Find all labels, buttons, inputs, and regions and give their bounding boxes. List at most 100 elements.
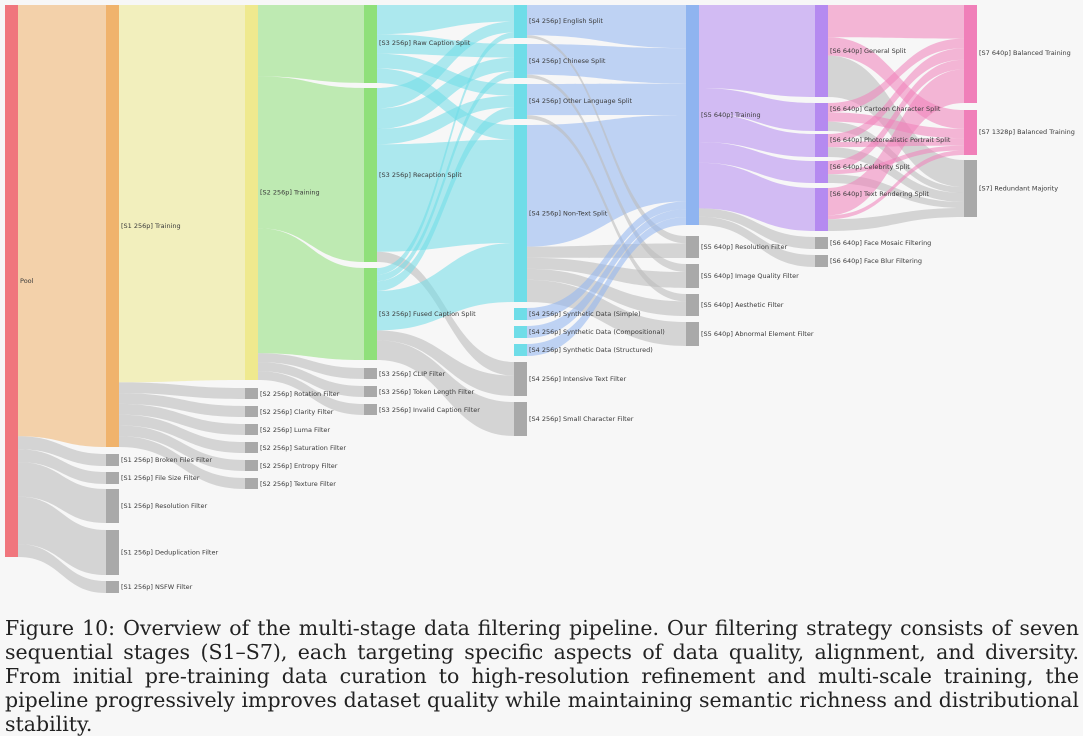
sankey-label-s3fus: [S3 256p] Fused Caption Split — [379, 310, 476, 318]
sankey-node-s1t — [106, 5, 119, 447]
sankey-label-s4nt: [S4 256p] Non-Text Split — [529, 210, 608, 218]
sankey-label-s2f4: [S2 256p] Saturation Filter — [260, 444, 346, 452]
sankey-label-s4ol: [S4 256p] Other Language Split — [529, 97, 633, 105]
sankey-label-s6pho: [S6 640p] Photorealistic Portrait Split — [830, 136, 951, 144]
sankey-label-s6txt: [S6 640p] Text Rendering Split — [830, 190, 929, 198]
sankey-label-s7rm: [S7] Redundant Majority — [979, 185, 1058, 193]
sankey-label-s5t: [S5 640p] Training — [701, 111, 761, 119]
sankey-link-pool-s1t — [18, 5, 106, 447]
sankey-link-s3raw-s4en — [377, 5, 514, 35]
sankey-node-s6txt — [815, 188, 828, 231]
sankey-label-s4f2: [S4 256p] Small Character Filter — [529, 415, 634, 423]
sankey-link-s4ol-s5t — [527, 83, 686, 116]
sankey-label-s6f1: [S6 640p] Face Mosaic Filtering — [830, 239, 931, 247]
sankey-link-s6cel-s7bt — [828, 59, 964, 170]
sankey-link-s3raw-s4zh — [377, 34, 514, 58]
sankey-label-s5f1: [S5 640p] Resolution Filter — [701, 243, 787, 251]
sankey-label-s1f4: [S1 256p] Deduplication Filter — [121, 549, 218, 557]
sankey-node-s1f2 — [106, 472, 119, 484]
sankey-label-s2f3: [S2 256p] Luma Filter — [260, 426, 330, 434]
sankey-label-s1f1: [S1 256p] Broken Files Filter — [121, 456, 212, 464]
sankey-link-s6txt-s7bt — [828, 69, 964, 216]
sankey-links — [18, 5, 964, 593]
sankey-link-s1t-s2f3 — [119, 403, 245, 435]
sankey-link-s1t-s2f1 — [119, 382, 245, 399]
sankey-node-s5t — [686, 5, 699, 225]
sankey-link-s1t-s2f5 — [119, 425, 245, 471]
sankey-label-s5f4: [S5 640p] Abnormal Element Filter — [701, 330, 814, 338]
sankey-node-pool — [5, 5, 18, 557]
sankey-node-s4en — [514, 5, 527, 38]
sankey-link-s4nt-s5f4 — [527, 279, 686, 346]
sankey-label-s2f5: [S2 256p] Entropy Filter — [260, 462, 338, 470]
sankey-label-s3raw: [S3 256p] Raw Caption Split — [379, 39, 471, 47]
sankey-link-s5t-s6car — [699, 88, 815, 131]
sankey-link-s4nt-s5f3 — [527, 268, 686, 316]
sankey-label-s7bt: [S7 640p] Balanced Training — [979, 49, 1071, 57]
sankey-link-pool-s1f3 — [18, 462, 106, 523]
sankey-link-s4sy3-s5t — [527, 217, 686, 356]
sankey-link-pool-s1f4 — [18, 496, 106, 575]
sankey-node-s4f1 — [514, 362, 527, 396]
sankey-node-s6cel — [815, 161, 828, 183]
sankey-label-s4sy2: [S4 256p] Synthetic Data (Compositional) — [529, 328, 665, 336]
sankey-node-s4zh — [514, 44, 527, 78]
sankey-node-s2f3 — [245, 424, 258, 435]
sankey-link-s2t-s3rec — [258, 76, 364, 262]
sankey-node-s3f2 — [364, 386, 377, 397]
sankey-label-s3f1: [S3 256p] CLIP Filter — [379, 370, 445, 378]
sankey-node-s4sy3 — [514, 344, 527, 356]
sankey-label-s4en: [S4 256p] English Split — [529, 17, 603, 25]
sankey-label-s3f3: [S3 256p] Invalid Caption Filter — [379, 406, 480, 414]
sankey-link-s3rec-s4en — [377, 21, 514, 109]
sankey-link-s4sy1-s5t — [527, 201, 686, 320]
sankey-link-s3fus-s4zh — [377, 71, 514, 282]
sankey-node-s2f2 — [245, 406, 258, 417]
sankey-label-s4zh: [S4 256p] Chinese Split — [529, 57, 606, 65]
sankey-link-s2t-s3raw — [258, 5, 364, 83]
sankey-link-s3fus-s4ol — [377, 107, 514, 291]
sankey-link-s5t-s6gen — [699, 5, 815, 97]
sankey-node-s2t — [245, 5, 258, 380]
sankey-link-s4nt-s5t — [527, 115, 686, 247]
sankey-link-s4nt-s5f1 — [527, 243, 686, 258]
sankey-link-s6pho-s7bt — [828, 48, 964, 142]
sankey-link-s4zh-s5t — [527, 44, 686, 84]
sankey-node-s6gen — [815, 5, 828, 97]
sankey-node-s2f1 — [245, 388, 258, 399]
sankey-node-s4f2 — [514, 402, 527, 436]
sankey-link-s3rec-s4ol — [377, 95, 514, 145]
sankey-node-s5f1 — [686, 236, 699, 258]
sankey-link-s3fus-s4nt — [377, 243, 514, 331]
sankey-label-s6car: [S6 640p] Cartoon Character Split — [830, 105, 941, 113]
sankey-link-s5t-s6f2 — [699, 216, 815, 267]
sankey-node-s5f4 — [686, 322, 699, 346]
sankey-label-s2f1: [S2 256p] Rotation Filter — [260, 390, 340, 398]
sankey-link-s4en-s5t — [527, 5, 686, 49]
sankey-node-s4sy2 — [514, 326, 527, 338]
sankey-node-s6f1 — [815, 237, 828, 249]
sankey-node-s7rm — [964, 160, 977, 217]
sankey-link-s6txt-s7rm — [828, 208, 964, 231]
sankey-node-s4nt — [514, 125, 527, 302]
sankey-link-pool-s1f1 — [18, 436, 106, 466]
sankey-link-s2t-s3f1 — [258, 353, 364, 379]
sankey-link-s2t-s3f3 — [258, 371, 364, 415]
sankey-link-s6car-s7b1 — [828, 112, 964, 139]
sankey-link-s3rec-s4zh — [377, 57, 514, 129]
sankey-link-s4en-s5f1 — [527, 35, 686, 244]
sankey-node-s6f2 — [815, 255, 828, 267]
sankey-label-s1f5: [S1 256p] NSFW Filter — [121, 583, 193, 591]
sankey-node-s7b1 — [964, 110, 977, 155]
sankey-node-s3raw — [364, 5, 377, 83]
sankey-node-s6car — [815, 103, 828, 131]
sankey-node-s2f6 — [245, 478, 258, 489]
sankey-link-s6txt-s7b1 — [828, 150, 964, 220]
sankey-link-s5t-s6f1 — [699, 208, 815, 249]
sankey-link-s1t-s2t — [119, 5, 245, 383]
sankey-label-s6f2: [S6 640p] Face Blur Filtering — [830, 257, 922, 265]
sankey-label-s1f2: [S1 256p] File Size Filter — [121, 474, 200, 482]
sankey-node-s4ol — [514, 84, 527, 119]
sankey-label-s6gen: [S6 640p] General Split — [830, 47, 907, 55]
sankey-link-s5t-s6pho — [699, 112, 815, 157]
